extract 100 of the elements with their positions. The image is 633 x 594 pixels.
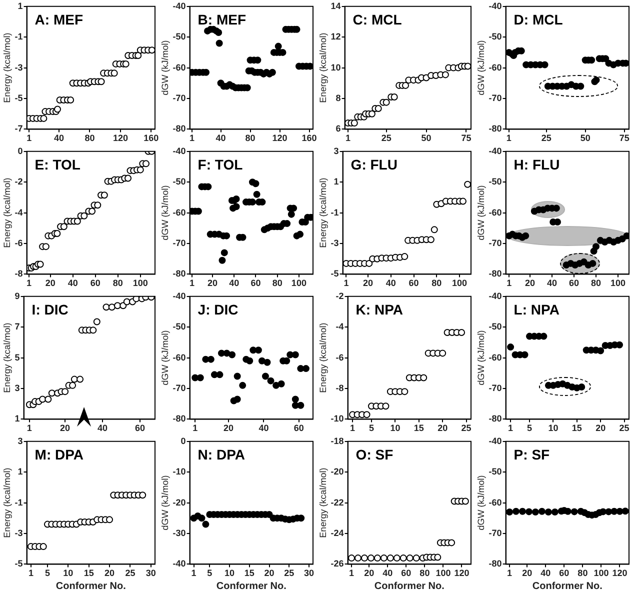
x-tick-label: 25	[125, 568, 136, 578]
y-axis-title: Energy (kcal/mol)	[2, 322, 12, 393]
y-tick-label: -60	[172, 207, 186, 218]
x-tick-label: 80	[432, 278, 442, 288]
x-tick-label: 10	[63, 568, 74, 578]
y-tick-label: -10	[172, 466, 186, 477]
x-tick-label: 25	[461, 423, 472, 434]
y-tick-label: -80	[488, 558, 502, 569]
x-tick-label: 1	[192, 423, 198, 434]
x-tick-label: 10	[224, 568, 235, 578]
chart-title: H: FLU	[514, 156, 560, 172]
x-tick-label: 40	[216, 133, 226, 144]
y-axis-title: Energy (kcal/mol)	[318, 322, 328, 393]
x-tick-label: 50	[421, 133, 432, 144]
x-tick-label: 80	[112, 278, 123, 288]
y-tick-label: -80	[488, 414, 502, 424]
x-tick-label: 20	[438, 423, 448, 434]
x-tick-label: 15	[84, 568, 94, 578]
y-tick-label: 1	[14, 414, 20, 424]
chart-title: P: SF	[514, 446, 550, 462]
y-tick-label: -1	[330, 207, 339, 218]
y-tick-label: -50	[488, 32, 502, 42]
x-tick-label: 120	[272, 133, 288, 144]
y-tick-label: -3	[14, 62, 23, 72]
y-tick-label: -60	[172, 62, 186, 72]
y-tick-label: -40	[488, 0, 502, 11]
x-tick-label: 40	[229, 278, 240, 288]
x-tick-label: 40	[540, 568, 551, 578]
y-axis-title: dGW (kJ/mol)	[476, 475, 486, 530]
x-tick-label: 5	[526, 423, 532, 434]
x-tick-label: 20	[60, 423, 70, 434]
x-tick-label: 1	[26, 423, 32, 434]
x-tick-label: 15	[414, 423, 424, 434]
chart-title: J: DIC	[198, 301, 238, 318]
x-tick-label: 40	[382, 568, 393, 578]
y-tick-label: -40	[488, 436, 502, 446]
y-tick-label: -70	[488, 382, 502, 393]
y-tick-label: -26	[330, 558, 344, 569]
y-tick-label: 1	[334, 176, 339, 187]
x-tick-label: 75	[461, 133, 472, 144]
y-axis-title: dGW (kJ/mol)	[160, 40, 170, 96]
x-axis-title: Conformer No.	[216, 580, 287, 592]
x-tick-label: 1	[349, 568, 354, 578]
x-axis-title: Conformer No.	[56, 580, 126, 592]
x-tick-label: 60	[559, 568, 570, 578]
y-tick-label: -7	[14, 124, 23, 134]
y-axis-title: Energy (kcal/mol)	[2, 32, 12, 103]
x-tick-label: 15	[244, 568, 254, 578]
x-tick-label: 80	[420, 568, 430, 578]
y-tick-label: 7	[14, 322, 20, 332]
chart-title: G: FLU	[350, 156, 398, 172]
x-tick-label: 40	[68, 278, 78, 288]
x-tick-label: 25	[284, 568, 294, 578]
chart-title: M: DPA	[34, 446, 84, 462]
x-tick-label: 100	[436, 568, 451, 578]
y-tick-label: 5	[14, 352, 20, 362]
x-tick-label: 20	[207, 278, 218, 288]
y-tick-label: -8	[336, 382, 344, 393]
y-tick-label: -6	[14, 238, 23, 248]
y-axis-title: dGW (kJ/mol)	[476, 185, 486, 240]
y-tick-label: -40	[172, 558, 186, 569]
y-axis-title: dGW (kJ/mol)	[476, 40, 486, 96]
y-tick-label: 14	[330, 0, 341, 11]
x-tick-label: 80	[272, 278, 282, 288]
y-axis-title: dGW (kJ/mol)	[160, 185, 170, 240]
y-tick-label: 12	[330, 32, 341, 42]
y-tick-label: -80	[172, 268, 186, 279]
chart-title: B: MEF	[198, 11, 246, 28]
y-tick-label: -70	[488, 92, 502, 103]
y-tick-label: -10	[330, 414, 344, 424]
x-tick-label: 160	[302, 133, 317, 144]
y-tick-label: -3	[14, 528, 23, 538]
x-tick-label: 100	[594, 568, 609, 578]
y-tick-label: -24	[330, 528, 344, 538]
x-tick-label: 75	[619, 133, 630, 144]
y-axis-title: dGW (kJ/mol)	[160, 330, 170, 386]
y-tick-label: -60	[488, 497, 502, 508]
y-tick-label: -70	[172, 382, 186, 393]
y-tick-label: -18	[330, 436, 344, 446]
y-tick-label: -70	[488, 528, 502, 538]
x-tick-label: 30	[304, 568, 314, 578]
y-tick-label: -50	[172, 176, 186, 187]
x-tick-label: 1	[26, 133, 32, 144]
y-tick-label: -1	[14, 32, 23, 42]
y-tick-label: -20	[172, 497, 186, 508]
x-tick-label: 40	[98, 423, 108, 434]
y-axis-title: Energy (kcal/mol)	[2, 178, 12, 248]
y-tick-label: -6	[336, 352, 344, 362]
y-tick-label: -50	[172, 322, 186, 332]
y-axis-title: dGW (kJ/mol)	[476, 330, 486, 386]
y-tick-label: -40	[172, 290, 186, 301]
x-tick-label: 40	[258, 423, 269, 434]
x-tick-label: 120	[112, 133, 128, 144]
x-tick-label: 120	[454, 568, 470, 578]
y-axis-title: Energy (kcal/mol)	[318, 178, 328, 248]
y-tick-label: -3	[330, 238, 339, 248]
x-tick-label: 20	[45, 278, 56, 288]
y-tick-label: -60	[172, 352, 186, 362]
x-tick-label: 1	[191, 568, 196, 578]
y-tick-label: -80	[172, 414, 186, 424]
